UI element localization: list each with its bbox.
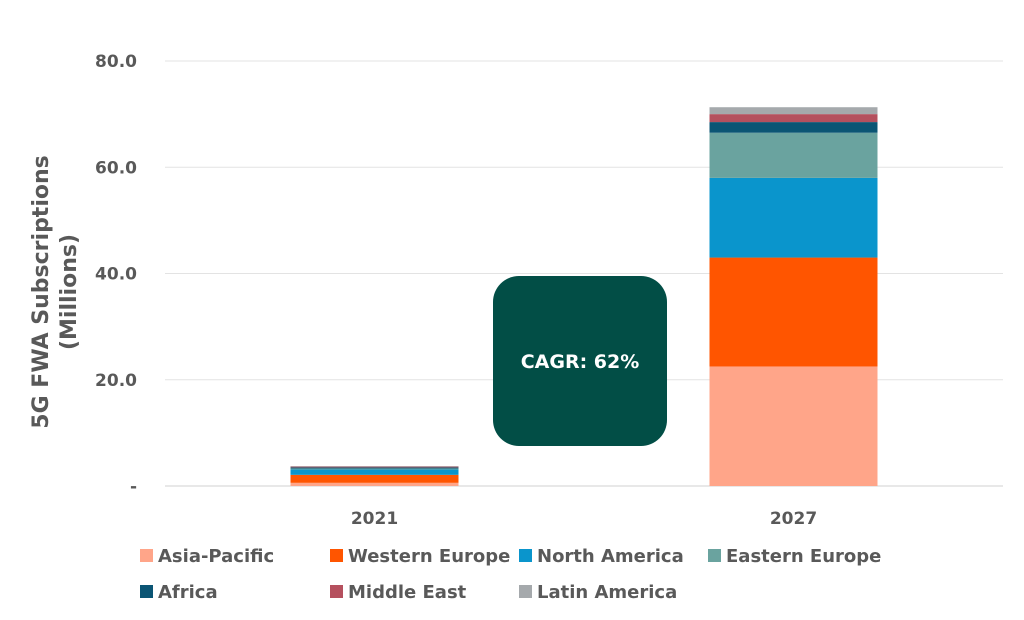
cagr-callout-box — [493, 276, 667, 446]
y-tick-label: 80.0 — [95, 52, 137, 72]
bar-segment — [709, 114, 878, 123]
legend-swatch — [519, 585, 532, 598]
bar-segment — [290, 474, 459, 483]
bar-segment — [709, 122, 878, 133]
y-axis-title: 5G FWA Subscriptions (Millions) — [29, 155, 82, 428]
y-axis-title-line2: (Millions) — [57, 234, 82, 350]
bar-segment — [290, 468, 459, 470]
y-tick-label: 60.0 — [95, 158, 137, 178]
legend-label: Latin America — [537, 582, 677, 603]
y-tick-label: 20.0 — [95, 371, 137, 391]
bar-segment — [709, 177, 878, 258]
bars — [290, 107, 878, 486]
x-category-label: 2027 — [770, 509, 817, 529]
cagr-callout: CAGR: 62% — [493, 276, 667, 446]
legend-swatch — [519, 549, 532, 562]
legend-swatch — [140, 585, 153, 598]
legend-label: Eastern Europe — [726, 546, 881, 567]
bar-segment — [290, 466, 459, 467]
cagr-callout-text: CAGR: 62% — [521, 351, 640, 373]
legend-swatch — [330, 585, 343, 598]
legend-label: Africa — [158, 582, 218, 603]
legend-swatch — [330, 549, 343, 562]
legend-swatch — [708, 549, 721, 562]
bar-segment — [290, 467, 459, 469]
y-tick-label: 40.0 — [95, 265, 137, 285]
x-axis-categories: 2021 2027 — [351, 509, 817, 529]
legend: Asia-Pacific Western Europe North America E… — [140, 546, 881, 603]
bar-segment — [709, 366, 878, 486]
bar-segment — [290, 466, 459, 468]
y-axis-ticks: - 20.0 40.0 60.0 80.0 — [95, 52, 137, 497]
y-tick-label: - — [130, 477, 137, 497]
legend-label: North America — [537, 546, 684, 567]
bar-segment — [709, 107, 878, 115]
legend-label: Middle East — [348, 582, 467, 603]
legend-label: Western Europe — [348, 546, 510, 567]
bar-segment — [709, 132, 878, 178]
legend-swatch — [140, 549, 153, 562]
legend-label: Asia-Pacific — [158, 546, 274, 567]
bar-segment — [290, 469, 459, 475]
x-category-label: 2021 — [351, 509, 398, 529]
bar-segment — [290, 482, 459, 486]
bar-segment — [709, 257, 878, 367]
y-axis-title-line1: 5G FWA Subscriptions — [29, 155, 54, 428]
